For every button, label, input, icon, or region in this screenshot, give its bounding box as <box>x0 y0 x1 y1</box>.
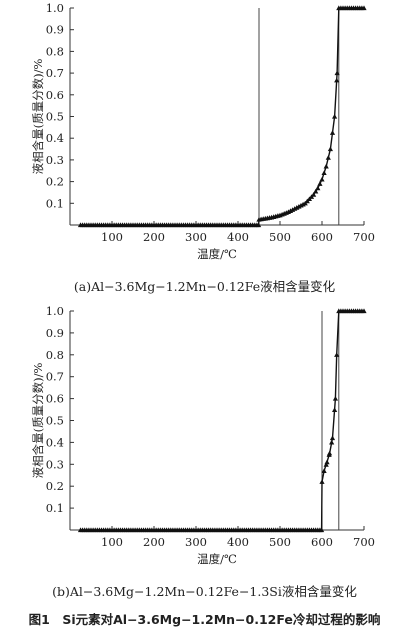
chart-b-marker <box>329 439 335 445</box>
chart-a-marker <box>361 5 367 11</box>
chart-b-x-tick-label: 200 <box>143 535 165 549</box>
chart-b-x-tick-label: 600 <box>311 535 333 549</box>
chart-a-x-tick-label: 400 <box>227 230 249 244</box>
chart-b-markers <box>77 308 367 533</box>
chart-a-marker <box>255 222 262 228</box>
chart-b-marker <box>324 459 330 465</box>
chart-a-x-tick-label: 700 <box>353 230 375 244</box>
chart-a-x-axis-label: 温度/℃ <box>197 247 237 261</box>
chart-a-y-axis-label: 液相含量(质量分数)/% <box>31 59 45 175</box>
chart-b-x-tick-label: 100 <box>101 535 123 549</box>
chart-a-y-tick-label: 0.9 <box>46 23 64 37</box>
chart-a-x-tick-label: 100 <box>101 230 123 244</box>
chart-b-y-tick-label: 0.3 <box>46 457 64 471</box>
chart-a-series-line <box>80 7 364 226</box>
chart-a-marker <box>321 170 327 175</box>
chart-a-marker <box>315 185 321 191</box>
chart-b-marker <box>361 308 367 314</box>
chart-b-marker <box>319 479 325 484</box>
chart-a-marker <box>334 77 340 83</box>
chart-b-y-tick-label: 0.7 <box>46 370 64 384</box>
chart-b-marker <box>329 435 336 441</box>
chart-a-y-tick-label: 0.5 <box>46 110 64 124</box>
chart-a-y-tick-label: 1.0 <box>46 1 64 15</box>
chart-b-y-tick-label: 0.9 <box>46 326 64 340</box>
chart-a-marker <box>325 155 331 160</box>
chart-b-x-axis-label: 温度/℃ <box>197 552 237 566</box>
chart-panel-b: 0.1 0.2 0.3 0.4 0.5 0.6 0.7 0.8 0.9 1.0 100 200 300 4… <box>31 304 375 566</box>
chart-a-x-tick-label: 200 <box>143 230 165 244</box>
chart-b-y-tick-label: 0.6 <box>46 392 64 406</box>
chart-a-markers <box>77 5 367 228</box>
chart-b-marker <box>326 450 333 456</box>
chart-a-marker <box>319 176 325 182</box>
chart-b-marker <box>332 407 338 412</box>
chart-b-y-tick-label: 1.0 <box>46 304 64 318</box>
chart-b-x-tick-label: 300 <box>185 535 207 549</box>
chart-b-series-line <box>80 310 364 531</box>
chart-b-x-tick-label: 400 <box>227 535 249 549</box>
chart-b-y-tick-label: 0.5 <box>46 414 64 428</box>
chart-b-marker <box>318 527 325 533</box>
chart-a-y-tick-label: 0.6 <box>46 88 64 102</box>
chart-b-y-axis-label: 液相含量(质量分数)/% <box>31 363 45 479</box>
chart-b-x-tick-label: 700 <box>353 535 375 549</box>
chart-a-y-tick-label: 0.4 <box>46 131 64 145</box>
figure-caption: 图1 Si元素对Al−3.6Mg−1.2Mn−0.12Fe冷却过程的影响 <box>28 612 381 627</box>
chart-a-marker <box>313 188 319 194</box>
chart-a-x-tick-label: 300 <box>185 230 207 244</box>
chart-b-marker <box>334 352 340 357</box>
chart-b-marker <box>332 396 339 401</box>
chart-a-y-tick-label: 0.2 <box>46 175 64 189</box>
chart-b-marker <box>323 462 329 467</box>
chart-a-marker <box>323 163 329 169</box>
chart-a-x-tick-label: 500 <box>269 230 291 244</box>
chart-a-marker <box>311 192 317 197</box>
chart-a-y-tick-label: 0.3 <box>46 153 64 167</box>
chart-a-y-tick-label: 0.7 <box>46 66 64 80</box>
chart-a-marker <box>332 113 338 119</box>
chart-a-caption: (a)Al−3.6Mg−1.2Mn−0.12Fe液相含量变化 <box>73 279 336 294</box>
chart-b-caption: (b)Al−3.6Mg−1.2Mn−0.12Fe−1.3Si液相含量变化 <box>52 584 357 599</box>
chart-b-y-tick-label: 0.2 <box>46 479 64 493</box>
chart-b-y-tick-label: 0.1 <box>46 501 64 515</box>
chart-a-y-tick-label: 0.1 <box>46 196 64 210</box>
chart-a-marker <box>317 181 323 186</box>
chart-a-marker <box>329 130 336 135</box>
chart-a-marker <box>334 70 340 76</box>
chart-panel-a: 0.1 0.2 0.3 0.4 0.5 0.6 0.7 0.8 0.9 1.0 100 200 300 4… <box>31 1 375 261</box>
chart-b-x-tick-label: 500 <box>269 535 291 549</box>
chart-b-marker <box>321 468 327 473</box>
chart-a-x-tick-label: 600 <box>311 230 333 244</box>
chart-a-marker <box>327 146 333 152</box>
chart-a-y-tick-label: 0.8 <box>46 44 64 58</box>
chart-b-y-tick-label: 0.8 <box>46 348 64 362</box>
chart-b-y-tick-label: 0.4 <box>46 435 64 449</box>
